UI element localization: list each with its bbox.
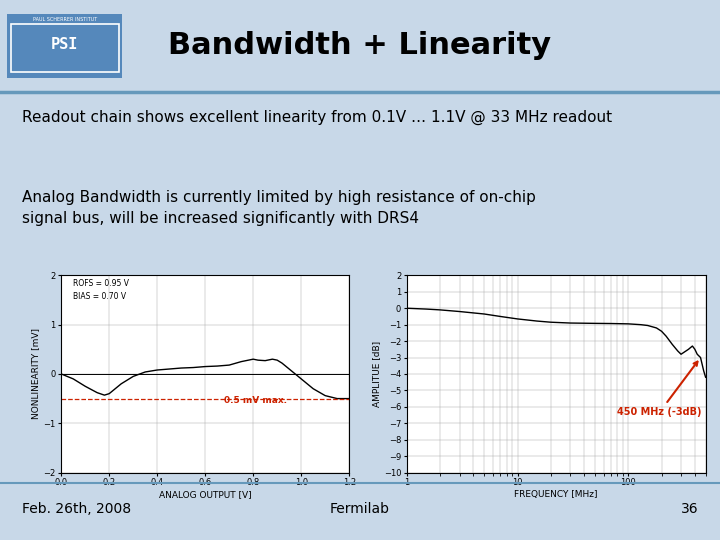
Text: Feb. 26th, 2008: Feb. 26th, 2008 (22, 502, 131, 516)
Text: 0.5 mV max.: 0.5 mV max. (225, 395, 287, 404)
X-axis label: ANALOG OUTPUT [V]: ANALOG OUTPUT [V] (159, 490, 251, 499)
Text: Bandwidth + Linearity: Bandwidth + Linearity (168, 31, 552, 60)
X-axis label: FREQUENCY [MHz]: FREQUENCY [MHz] (515, 490, 598, 499)
Text: BIAS = 0.70 V: BIAS = 0.70 V (73, 292, 126, 301)
Text: Analog Bandwidth is currently limited by high resistance of on-chip
signal bus, : Analog Bandwidth is currently limited by… (22, 190, 536, 226)
Y-axis label: NONLINEARITY [mV]: NONLINEARITY [mV] (32, 328, 40, 420)
Text: PAUL SCHERRER INSTITUT: PAUL SCHERRER INSTITUT (32, 17, 97, 22)
Text: 450 MHz (-3dB): 450 MHz (-3dB) (618, 362, 702, 417)
FancyBboxPatch shape (7, 14, 122, 78)
FancyBboxPatch shape (11, 24, 119, 72)
Y-axis label: AMPLITUE [dB]: AMPLITUE [dB] (372, 341, 381, 407)
Text: 36: 36 (681, 502, 698, 516)
Text: ROFS = 0.95 V: ROFS = 0.95 V (73, 279, 129, 288)
Text: PSI: PSI (51, 37, 78, 51)
Text: Readout chain shows excellent linearity from 0.1V … 1.1V @ 33 MHz readout: Readout chain shows excellent linearity … (22, 110, 612, 125)
Text: Fermilab: Fermilab (330, 502, 390, 516)
